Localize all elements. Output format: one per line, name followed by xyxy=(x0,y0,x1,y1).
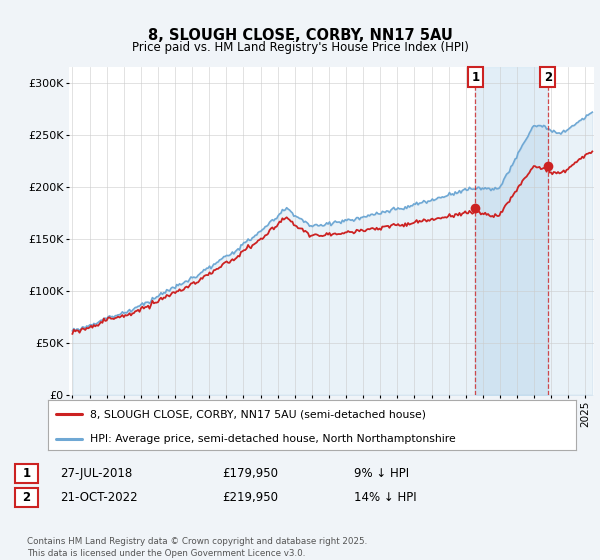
Text: 1: 1 xyxy=(22,466,31,480)
Text: 14% ↓ HPI: 14% ↓ HPI xyxy=(354,491,416,504)
Text: 2: 2 xyxy=(22,491,31,504)
Text: 21-OCT-2022: 21-OCT-2022 xyxy=(60,491,137,504)
Text: 2: 2 xyxy=(544,71,552,83)
Text: Contains HM Land Registry data © Crown copyright and database right 2025.
This d: Contains HM Land Registry data © Crown c… xyxy=(27,537,367,558)
Text: 8, SLOUGH CLOSE, CORBY, NN17 5AU: 8, SLOUGH CLOSE, CORBY, NN17 5AU xyxy=(148,28,452,43)
Text: HPI: Average price, semi-detached house, North Northamptonshire: HPI: Average price, semi-detached house,… xyxy=(90,434,456,444)
Text: 27-JUL-2018: 27-JUL-2018 xyxy=(60,466,132,480)
Text: £179,950: £179,950 xyxy=(222,466,278,480)
Text: £219,950: £219,950 xyxy=(222,491,278,504)
Text: Price paid vs. HM Land Registry's House Price Index (HPI): Price paid vs. HM Land Registry's House … xyxy=(131,40,469,54)
Text: 9% ↓ HPI: 9% ↓ HPI xyxy=(354,466,409,480)
Text: 8, SLOUGH CLOSE, CORBY, NN17 5AU (semi-detached house): 8, SLOUGH CLOSE, CORBY, NN17 5AU (semi-d… xyxy=(90,409,426,419)
Text: 1: 1 xyxy=(472,71,479,83)
